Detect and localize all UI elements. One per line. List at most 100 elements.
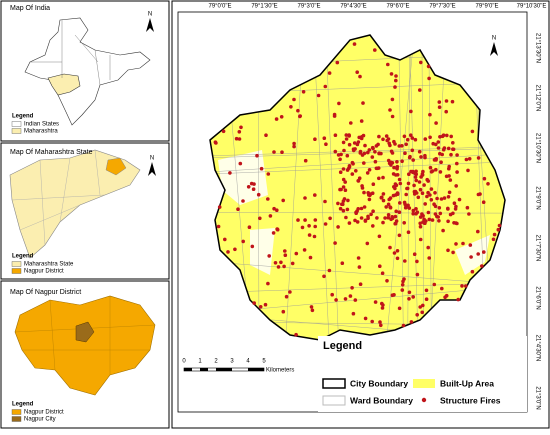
- fire-point: [418, 215, 423, 219]
- fire-point: [381, 175, 385, 180]
- fire-point: [451, 250, 455, 255]
- fire-point: [435, 196, 439, 201]
- fire-point: [400, 283, 405, 287]
- fire-point: [341, 140, 346, 145]
- fire-point: [388, 205, 393, 210]
- fire-point: [353, 218, 357, 223]
- longitude-label: 79°0'0"E: [208, 4, 231, 10]
- fire-point: [492, 232, 497, 237]
- nagpur-district-outline: [14, 295, 156, 396]
- fire-point: [442, 196, 447, 200]
- fire-point: [476, 252, 481, 256]
- fire-point: [386, 62, 390, 67]
- inset-legend-swatch: [11, 121, 22, 127]
- fire-point: [429, 198, 434, 202]
- fire-point: [395, 249, 400, 253]
- fire-point: [371, 209, 375, 213]
- fire-point: [439, 197, 444, 201]
- fire-point: [418, 237, 423, 242]
- legend-item: City Boundary: [350, 378, 408, 388]
- fire-point: [363, 219, 368, 223]
- fire-point: [377, 151, 381, 156]
- fire-point: [378, 264, 382, 269]
- fire-point: [417, 149, 422, 154]
- scale-label: 2: [214, 359, 218, 365]
- latitude-label: 21°6'0"N: [534, 286, 540, 309]
- tehsil-boundaries: [14, 296, 156, 375]
- longitude-label: 79°9'0"E: [475, 4, 498, 10]
- fire-point: [418, 224, 423, 229]
- inset-title: Map Of Maharashtra State: [10, 149, 93, 156]
- fire-point: [336, 225, 340, 229]
- inset-legend-title: Legend: [12, 254, 34, 260]
- fire-point: [279, 260, 283, 265]
- fire-point: [350, 286, 354, 290]
- fire-point: [276, 265, 281, 269]
- fire-point: [294, 332, 298, 337]
- fire-point: [398, 181, 403, 186]
- fire-point: [402, 277, 406, 281]
- fire-point: [391, 193, 396, 198]
- fire-point: [409, 320, 414, 324]
- fire-point: [446, 146, 451, 151]
- fire-point: [236, 207, 240, 211]
- fire-point: [272, 206, 276, 211]
- fire-point: [338, 157, 342, 162]
- fire-point: [415, 259, 419, 264]
- fire-point: [467, 157, 472, 161]
- latitude-label: 21°4'30"N: [534, 335, 540, 362]
- fire-point: [338, 187, 342, 192]
- north-arrow: [148, 162, 156, 176]
- fire-point: [428, 165, 433, 170]
- fire-point: [347, 134, 352, 138]
- fire-point: [362, 190, 366, 195]
- non-built-patch: [218, 150, 490, 275]
- fire-point: [313, 193, 317, 197]
- fire-point: [413, 175, 418, 179]
- fire-point: [412, 183, 416, 188]
- fire-point: [237, 130, 242, 134]
- fire-point: [422, 183, 426, 187]
- fire-point: [281, 198, 286, 203]
- fire-point: [357, 135, 362, 140]
- fire-point: [438, 151, 442, 156]
- fire-point: [470, 269, 475, 274]
- fire-point: [289, 105, 293, 109]
- fire-point: [436, 140, 441, 144]
- fire-point: [362, 205, 367, 209]
- fire-point: [426, 245, 431, 250]
- fire-point: [455, 153, 459, 157]
- fire-point: [452, 221, 456, 225]
- fire-point: [316, 93, 321, 98]
- inset-legend-item: Nagpur District: [24, 410, 64, 416]
- fire-point: [307, 233, 312, 237]
- longitude-label: 79°4'30"E: [340, 4, 366, 10]
- fire-point: [359, 216, 364, 220]
- fire-point: [336, 153, 341, 157]
- fire-point: [436, 146, 441, 150]
- fire-point: [426, 64, 431, 69]
- fire-point: [423, 137, 428, 141]
- inset-legend-item: Maharashtra: [24, 129, 58, 135]
- fire-point: [343, 180, 348, 184]
- fire-point: [455, 161, 459, 166]
- fire-point: [344, 133, 349, 137]
- fire-point: [267, 254, 272, 258]
- fire-point: [428, 112, 432, 117]
- fire-point: [394, 78, 398, 83]
- fire-point: [469, 255, 473, 259]
- fire-point: [395, 256, 400, 261]
- fire-point: [414, 207, 418, 211]
- fire-point: [341, 208, 346, 213]
- inset-legend-title: Legend: [12, 114, 34, 120]
- scale-label: 5: [262, 359, 266, 365]
- fire-point: [280, 150, 284, 154]
- fire-point: [333, 133, 338, 137]
- fire-point: [258, 305, 263, 309]
- fire-point: [402, 200, 407, 205]
- fire-point: [338, 206, 343, 211]
- fire-point: [371, 146, 375, 151]
- fire-point: [389, 160, 393, 165]
- fire-point: [430, 218, 435, 222]
